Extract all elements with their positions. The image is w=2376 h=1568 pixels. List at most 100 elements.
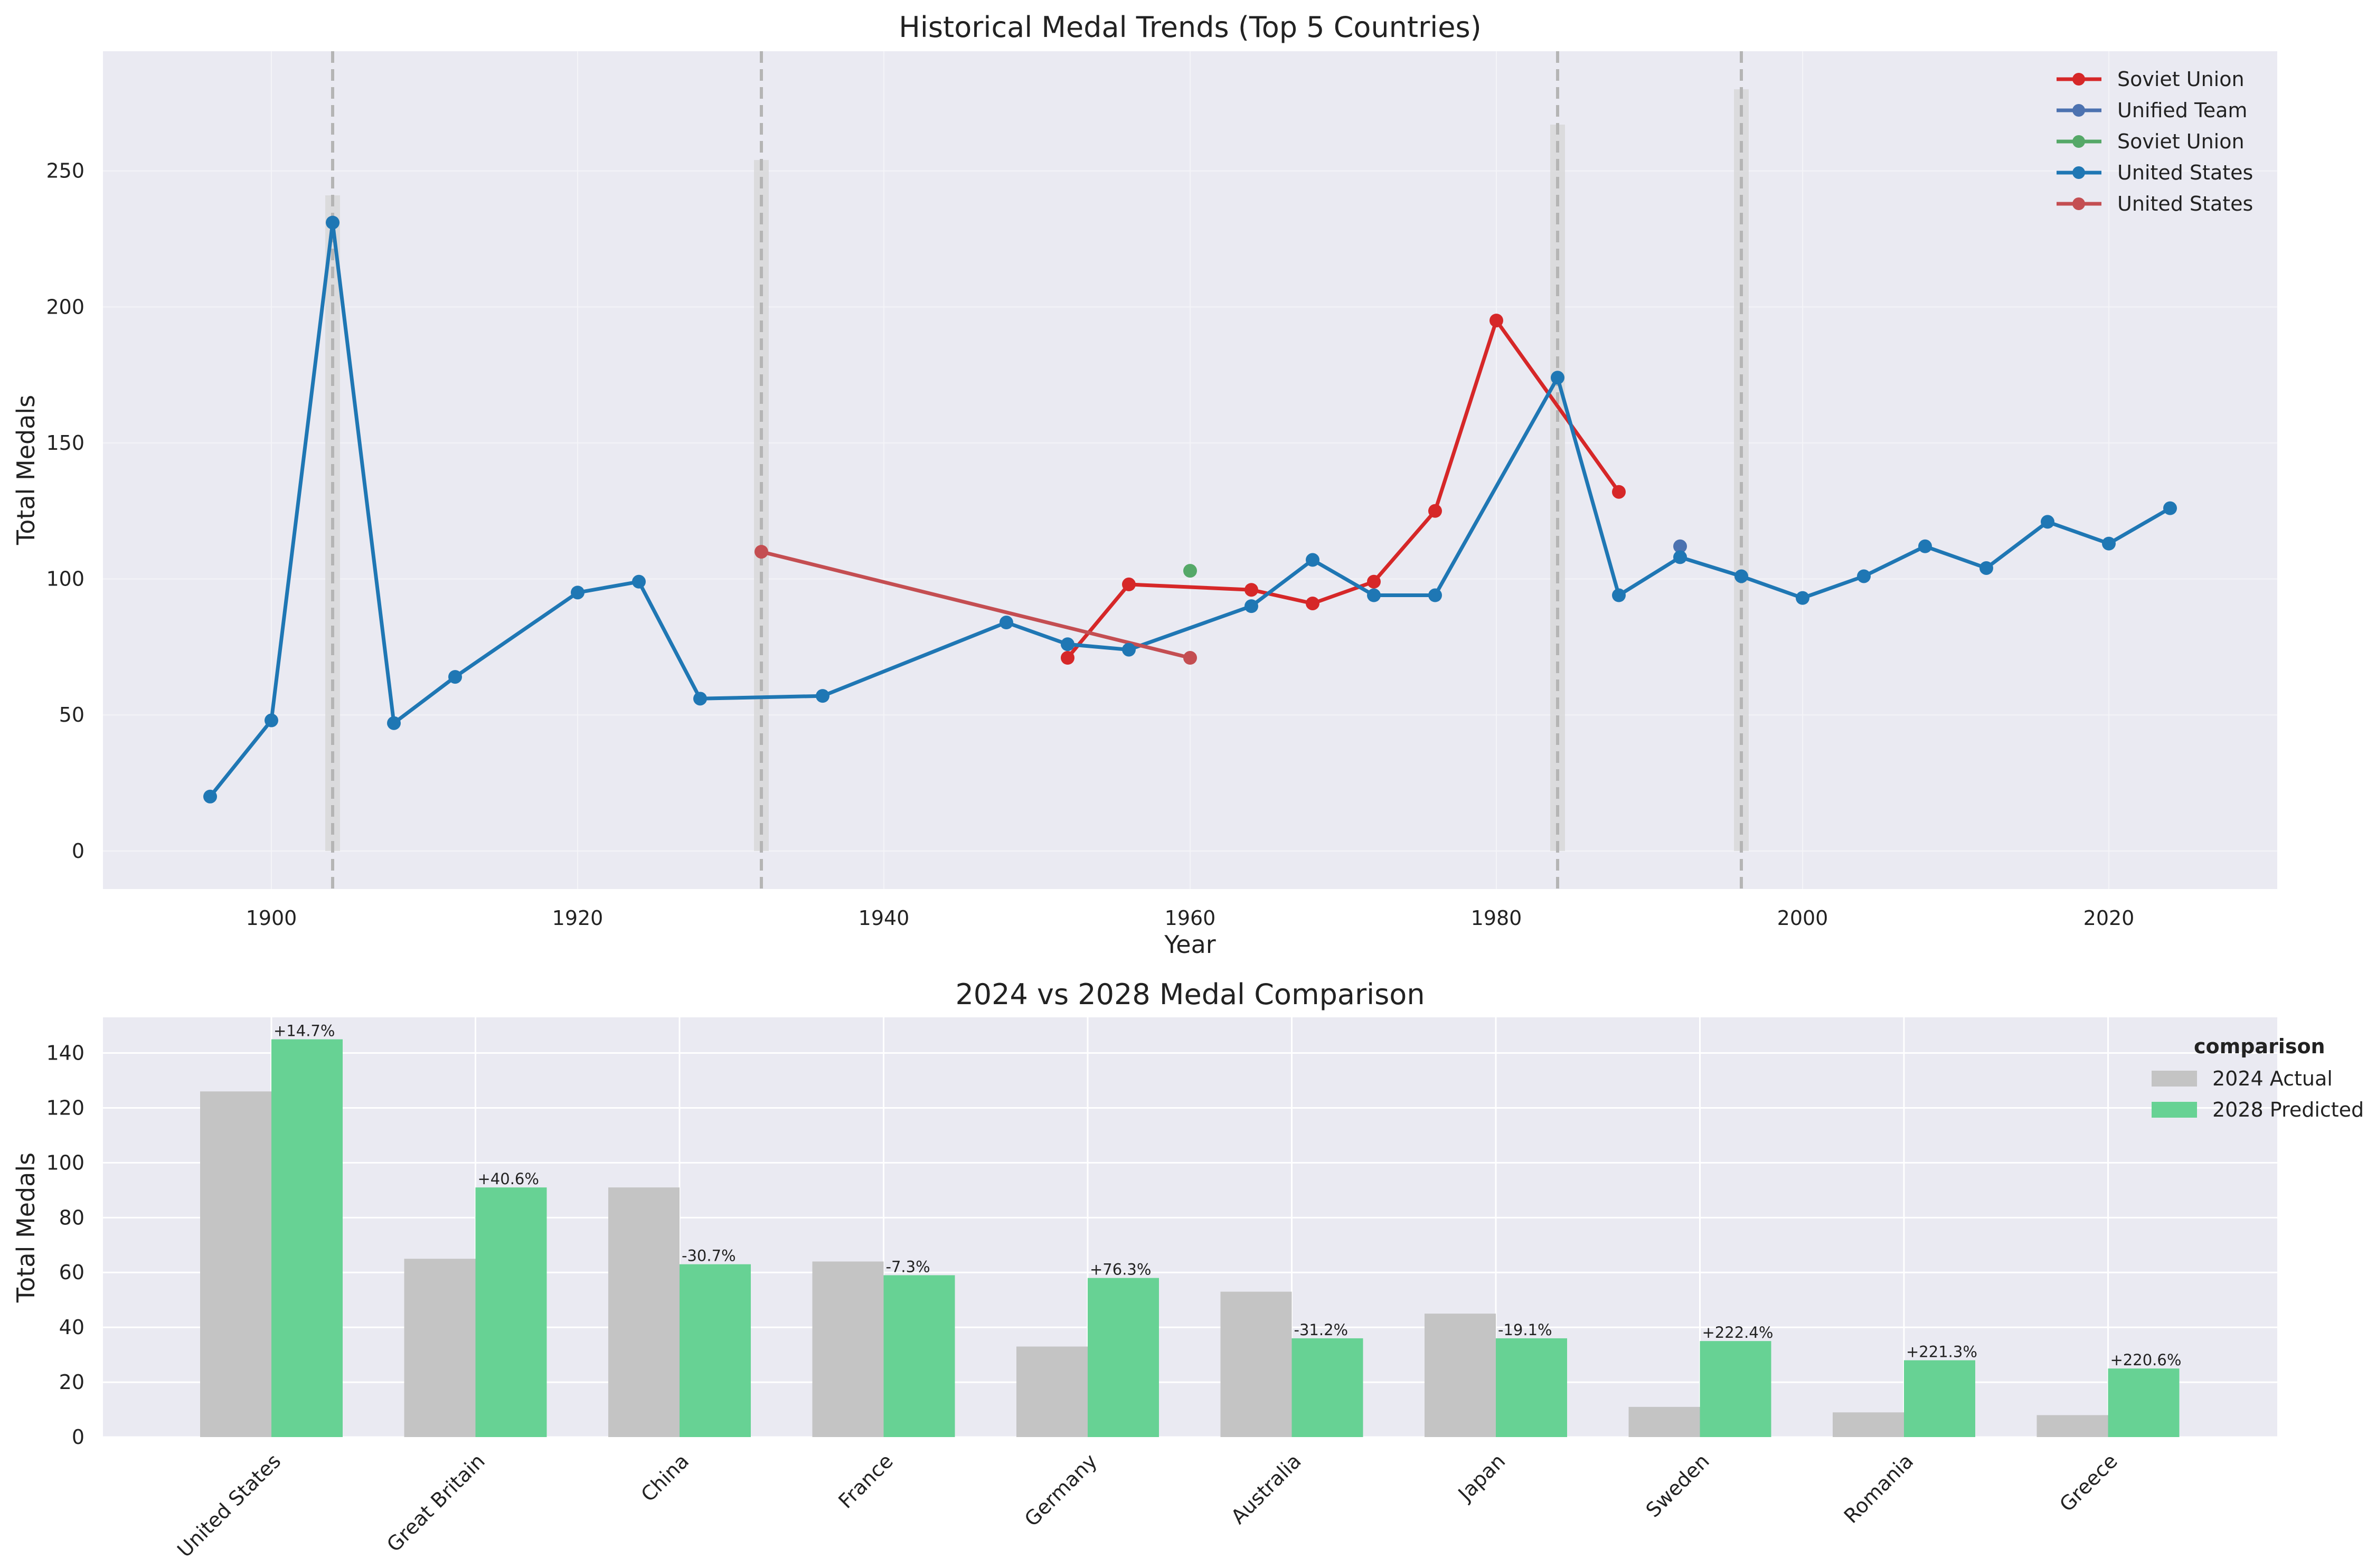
bar bbox=[1833, 1412, 1904, 1437]
bar bbox=[608, 1187, 680, 1437]
y-tick-label: 140 bbox=[46, 1042, 84, 1065]
x-tick-label: 1940 bbox=[859, 906, 910, 930]
x-tick-label: Japan bbox=[1453, 1449, 1510, 1506]
series-line bbox=[761, 550, 1191, 660]
bar bbox=[475, 1187, 547, 1437]
data-point bbox=[2041, 515, 2054, 529]
data-point bbox=[1183, 564, 1197, 578]
bar-data-label: -19.1% bbox=[1498, 1321, 1552, 1339]
bar bbox=[883, 1275, 955, 1437]
legend-marker bbox=[2072, 73, 2085, 86]
bar-data-label: -30.7% bbox=[682, 1247, 736, 1265]
y-tick-labels: 0 20 40 60 80 100 120 140 bbox=[46, 1042, 84, 1449]
data-point bbox=[1612, 485, 1626, 499]
bars bbox=[200, 1039, 2180, 1437]
legend-label: United States bbox=[2117, 192, 2253, 215]
bar-data-labels: +14.7% +40.6% -30.7% -7.3% +76.3% -31.2% -19.1… bbox=[274, 1022, 2181, 1369]
data-point bbox=[2163, 501, 2177, 515]
data-point bbox=[1000, 616, 1013, 630]
data-point bbox=[1612, 588, 1626, 602]
x-tick-label: 1980 bbox=[1471, 906, 1522, 930]
x-tick-label: France bbox=[834, 1449, 897, 1513]
series-line bbox=[1066, 318, 1620, 659]
y-tick-label: 120 bbox=[46, 1096, 84, 1119]
y-tick-label: 20 bbox=[59, 1371, 84, 1394]
data-point bbox=[1306, 553, 1319, 567]
legend-label: 2024 Actual bbox=[2212, 1067, 2333, 1090]
highlight-years bbox=[325, 51, 1749, 889]
data-point bbox=[265, 713, 278, 728]
bar bbox=[812, 1261, 884, 1437]
bar bbox=[2108, 1368, 2180, 1437]
x-tick-label: Sweden bbox=[1642, 1449, 1714, 1522]
legend-swatch bbox=[2152, 1102, 2197, 1118]
legend-label: Soviet Union bbox=[2117, 130, 2245, 153]
data-point bbox=[2102, 536, 2116, 551]
y-tick-labels: 0 50 100 150 200 250 bbox=[46, 159, 84, 863]
bar bbox=[1220, 1291, 1292, 1437]
bar bbox=[1016, 1346, 1088, 1437]
bar bbox=[1628, 1406, 1700, 1437]
bar-data-label: +222.4% bbox=[1702, 1324, 1774, 1342]
legend: comparison 2024 Actual 2028 Predicted bbox=[2152, 1035, 2364, 1121]
data-point bbox=[755, 545, 768, 559]
data-point bbox=[1428, 504, 1442, 518]
bar bbox=[1425, 1314, 1496, 1437]
legend-marker bbox=[2072, 197, 2085, 210]
y-tick-label: 200 bbox=[46, 295, 84, 318]
x-axis-label: Year bbox=[1164, 930, 1215, 959]
data-point bbox=[1734, 569, 1748, 583]
bar bbox=[1904, 1360, 1975, 1437]
legend-label: Soviet Union bbox=[2117, 68, 2245, 91]
data-point bbox=[1183, 651, 1197, 665]
bar bbox=[1291, 1338, 1363, 1437]
legend-marker bbox=[2072, 104, 2085, 117]
data-point bbox=[326, 215, 340, 230]
data-point bbox=[1367, 588, 1381, 602]
y-axis-label: Total Medals bbox=[12, 1153, 40, 1303]
grid bbox=[103, 51, 2277, 889]
bar-data-label: +221.3% bbox=[1906, 1343, 1977, 1361]
y-tick-label: 100 bbox=[46, 1151, 84, 1174]
x-tick-label: Australia bbox=[1227, 1449, 1306, 1528]
y-tick-label: 0 bbox=[72, 839, 84, 863]
legend-label: Unified Team bbox=[2117, 99, 2247, 122]
y-tick-label: 0 bbox=[72, 1425, 84, 1449]
series-points bbox=[203, 215, 2177, 804]
data-point bbox=[448, 670, 462, 684]
bar-data-label: +40.6% bbox=[478, 1170, 539, 1188]
x-tick-labels: 1900 1920 1940 1960 1980 2000 2020 bbox=[246, 906, 2135, 930]
data-point bbox=[816, 689, 829, 703]
chart-title: Historical Medal Trends (Top 5 Countries… bbox=[899, 11, 1481, 44]
bar-data-label: -7.3% bbox=[886, 1258, 930, 1276]
data-point bbox=[693, 692, 707, 706]
bar-data-label: +14.7% bbox=[274, 1022, 335, 1040]
y-tick-label: 150 bbox=[46, 431, 84, 455]
bar-data-label: +220.6% bbox=[2110, 1351, 2182, 1369]
data-point bbox=[632, 574, 646, 589]
data-point bbox=[1857, 569, 1871, 583]
x-tick-label: Romania bbox=[1840, 1449, 1918, 1528]
x-tick-label: 2020 bbox=[2083, 906, 2135, 930]
data-point bbox=[1244, 583, 1258, 597]
bar bbox=[271, 1039, 343, 1437]
x-tick-label: Greece bbox=[2055, 1449, 2122, 1516]
data-point bbox=[1061, 637, 1074, 651]
y-tick-label: 50 bbox=[59, 703, 84, 726]
data-point bbox=[203, 789, 217, 804]
y-axis-label: Total Medals bbox=[12, 395, 40, 545]
legend-label: 2028 Predicted bbox=[2212, 1098, 2364, 1121]
x-tick-labels: United States Great Britain China France Ger… bbox=[173, 1449, 2122, 1562]
bar-data-label: +76.3% bbox=[1090, 1261, 1151, 1279]
y-tick-label: 250 bbox=[46, 159, 84, 183]
bar bbox=[1700, 1341, 1771, 1437]
data-point bbox=[1244, 599, 1258, 613]
data-point bbox=[1428, 588, 1442, 602]
data-point bbox=[1122, 643, 1136, 657]
x-tick-label: 2000 bbox=[1777, 906, 1828, 930]
data-point bbox=[1122, 577, 1136, 591]
legend: Soviet Union Unified Team Soviet Union Unit… bbox=[2057, 68, 2253, 215]
data-point bbox=[1918, 539, 1932, 553]
data-point bbox=[387, 716, 401, 730]
